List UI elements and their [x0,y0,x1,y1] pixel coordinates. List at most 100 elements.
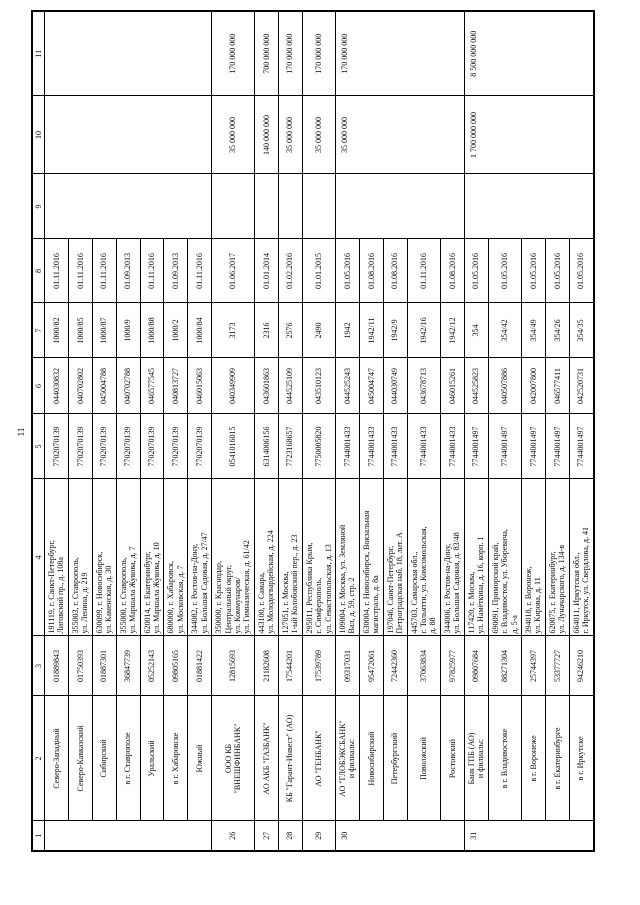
table-cell-col2: Уральский [140,696,164,821]
table-cell-col2: Ростовский [440,696,465,821]
table-cell-col6: 045004747 [359,358,384,414]
table-cell-col5: 7744001433 [440,414,465,479]
table-cell-col8: 01.05.2016 [488,239,522,303]
table-cell-col5: 7744001497 [545,414,570,479]
column-header: 5 [32,414,45,479]
table-cell-col2: в г. Ставрополе [116,696,140,821]
table-cell-col6: 040349909 [211,358,255,414]
rotated-sheet: 11 1 2 3 4 5 6 7 8 9 10 11 Северо-Западный 01889843… [15,10,595,852]
table-cell-col4: 191119, г. Санкт-Петербург, Лиговский пр… [44,479,69,636]
table-cell-col8: 01.01.2015 [302,239,336,303]
table-cell-col8: 01.05.2016 [464,239,489,303]
table-cell-col10: 35 000 000 [278,96,303,174]
table-cell-col5: 7744001497 [464,414,489,479]
table-cell-col2: в г. Иркутске [569,696,594,821]
table-row: 27 АО АКБ "ГАЗБАНК" 21182608 443100, г. Сам… [254,11,279,851]
column-header: 2 [32,696,45,821]
table-cell-col7: 1942/9 [383,303,408,358]
table-cell-col5: 7723168657 [278,414,303,479]
column-header: 7 [32,303,45,358]
column-header: 10 [32,96,45,174]
table-header-row: 1 2 3 4 5 6 7 8 9 10 11 [32,11,45,851]
table-cell-col5: 6314006156 [254,414,279,479]
table-cell-col3: 95472061 [359,636,384,696]
table-cell-col5: 7744001433 [407,414,441,479]
page-number: 11 [16,427,26,437]
table-cell-col3: 01889843 [44,636,69,696]
table-cell-col3: 09807684 [464,636,489,696]
table-cell-col6: 042007800 [521,358,546,414]
table-row: 30 АО "ГЛОБЭКСБАНК" и филиалы: 09317031 109… [335,11,465,851]
table-cell-col6: 044525109 [278,358,303,414]
table-cell-col8: 01.11.2016 [187,239,212,303]
table-cell-col11: 170 000 000 [335,11,465,96]
table-cell-col8: 01.11.2016 [68,239,93,303]
table-cell-col10: 35 000 000 [335,96,465,174]
table-cell-col2: Северо-Западный [44,696,69,821]
table-cell-col3: 09805165 [163,636,188,696]
table-cell-col10: 140 000 000 [254,96,279,174]
table-cell-col6: 046577411 [545,358,570,414]
table-cell-col11: 700 000 000 [254,11,279,96]
table-cell-col4: 350000, г. Краснодар, Центральный округ,… [211,479,255,636]
table-cell-col8: 01.11.2016 [44,239,69,303]
bank-register-table: 1 2 3 4 5 6 7 8 9 10 11 Северо-Западный 01889843 191… [31,10,595,852]
table-cell-col3: 37063834 [407,636,441,696]
table-cell-col3: 88271304 [488,636,522,696]
table-cell-col7: 1000/82 [44,303,69,358]
table-body: Северо-Западный 01889843 191119, г. Санкт-… [44,11,594,851]
table-cell-col6: 043510123 [302,358,336,414]
table-cell-col8: 01.05.2016 [335,239,360,303]
table-cell-col3: 09317031 [335,636,360,696]
table-cell-col9 [211,174,255,239]
table-cell-col7: 1000/2 [163,303,188,358]
table-cell-col3: 21182608 [254,636,279,696]
table-cell-col2: Поволжский [407,696,441,821]
table-row: Северо-Западный 01889843 191119, г. Санкт-… [44,11,212,851]
table-cell-col8: 01.11.2016 [140,239,164,303]
table-cell-col4: 127051, г. Москва, 1-ый Колобовский пер.… [278,479,303,636]
table-cell-col5: 7744001433 [335,414,360,479]
table-cell-col6: 042520731 [569,358,594,414]
table-cell-col3: 05252143 [140,636,164,696]
table-cell-col5: 7702070139 [163,414,188,479]
table-cell-col7: 2316 [254,303,279,358]
table-cell-col3: 17539789 [302,636,336,696]
table-cell-col10: 35 000 000 [211,96,255,174]
table-cell-col2: Банк ГПБ (АО) и филиалы: [464,696,489,821]
table-cell-col8: 01.11.2016 [407,239,441,303]
table-cell-col7: 2490 [302,303,336,358]
column-header: 8 [32,239,45,303]
table-cell-col3: 01887301 [92,636,117,696]
table-cell-col2: Северо-Кавказский [68,696,93,821]
table-cell-col1: 27 [254,821,279,851]
table-cell-col7: 1942/16 [407,303,441,358]
table-cell-col6: 043678713 [407,358,441,414]
table-cell-col10: 35 000 000 [302,96,336,174]
table-cell-col3: 01881422 [187,636,212,696]
table-cell-col4: 109004, г. Москва, ул. Земляной Вал, д. … [335,479,360,636]
table-cell-col8: 01.05.2016 [545,239,570,303]
table-cell-col8: 01.09.2013 [163,239,188,303]
table-cell-col2: в г. Воронеже [521,696,546,821]
table-cell-col7: 1000/9 [116,303,140,358]
table-cell-col2: Петербургский [383,696,408,821]
table-cell-col6: 046577545 [140,358,164,414]
table-cell-col5: 7750005820 [302,414,336,479]
table-cell-col2: ООО КБ "ВНЕШФИНБАНК" [211,696,255,821]
table-cell-col4: 394018, г. Воронеж, ул. Кирова, д. 11 [521,479,546,636]
table-cell-col5: 7702070139 [68,414,93,479]
table-cell-col7: 1000/88 [140,303,164,358]
table-cell-col8: 01.05.2016 [569,239,594,303]
table-cell-col2: АО АКБ "ГАЗБАНК" [254,696,279,821]
table-cell-col6: 040507886 [488,358,522,414]
table-cell-col7: 354 [464,303,489,358]
table-cell-col3: 53377727 [545,636,570,696]
table-cell-col7: 354/49 [521,303,546,358]
table-cell-col5: 7702070139 [140,414,164,479]
table-cell-col3: 12815693 [211,636,255,696]
table-cell-col3: 17544201 [278,636,303,696]
table-cell-col7: 1000/84 [187,303,212,358]
table-cell-col1: 30 [335,821,465,851]
